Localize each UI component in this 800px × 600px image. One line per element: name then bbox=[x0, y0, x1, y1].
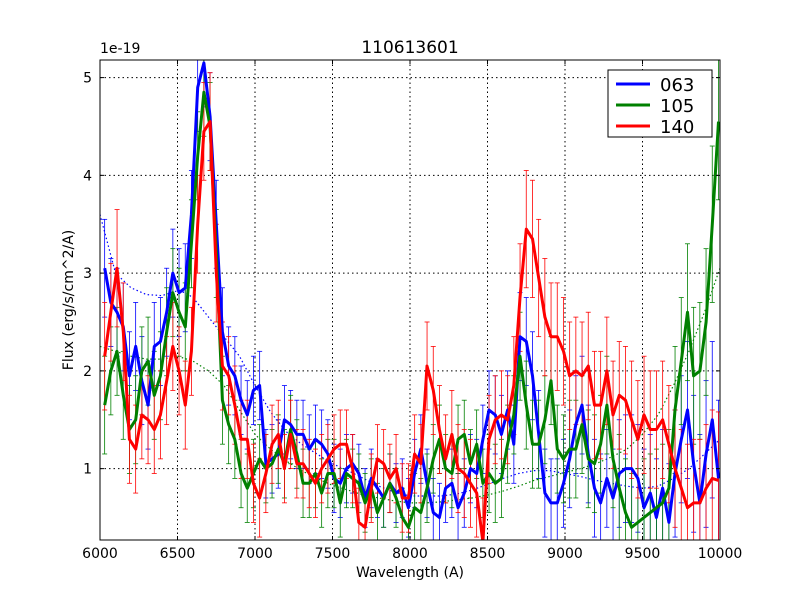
series-line-140 bbox=[103, 120, 719, 540]
series-line-063 bbox=[103, 61, 720, 524]
x-tick-label: 9500 bbox=[625, 546, 661, 562]
x-tick-label: 7000 bbox=[237, 546, 273, 562]
grid bbox=[100, 60, 720, 540]
x-tick-label: 6500 bbox=[160, 546, 196, 562]
model-curve-105 bbox=[100, 268, 720, 504]
x-axis-label: Wavelength (A) bbox=[356, 565, 464, 581]
y-offset-label: 1e-19 bbox=[100, 41, 140, 57]
y-axis-label: Flux (erg/s/cm^2/A) bbox=[61, 230, 77, 370]
y-tick-label: 4 bbox=[83, 168, 92, 184]
y-tick-label: 5 bbox=[83, 71, 92, 87]
legend-label-140: 140 bbox=[660, 117, 694, 138]
axis-ticks: 6000 6500 7000 7500 8000 8500 9000 9500 10000 1 2 3… bbox=[82, 60, 742, 562]
legend-label-105: 105 bbox=[660, 96, 694, 117]
y-tick-label: 3 bbox=[83, 266, 92, 282]
x-tick-label: 10000 bbox=[698, 546, 743, 562]
series-lines bbox=[103, 61, 720, 540]
x-tick-label: 9000 bbox=[547, 546, 583, 562]
x-tick-label: 8500 bbox=[470, 546, 506, 562]
series-line-105 bbox=[103, 90, 720, 529]
legend-label-063: 063 bbox=[660, 75, 694, 96]
error-bar-140 bbox=[102, 302, 108, 411]
y-tick-label: 2 bbox=[83, 364, 92, 380]
y-tick-label: 1 bbox=[83, 462, 92, 478]
error-bar-105 bbox=[715, 60, 720, 201]
x-tick-label: 7500 bbox=[315, 546, 351, 562]
chart-title: 110613601 bbox=[361, 38, 458, 58]
x-tick-label: 8000 bbox=[392, 546, 428, 562]
x-tick-label: 6000 bbox=[82, 546, 118, 562]
